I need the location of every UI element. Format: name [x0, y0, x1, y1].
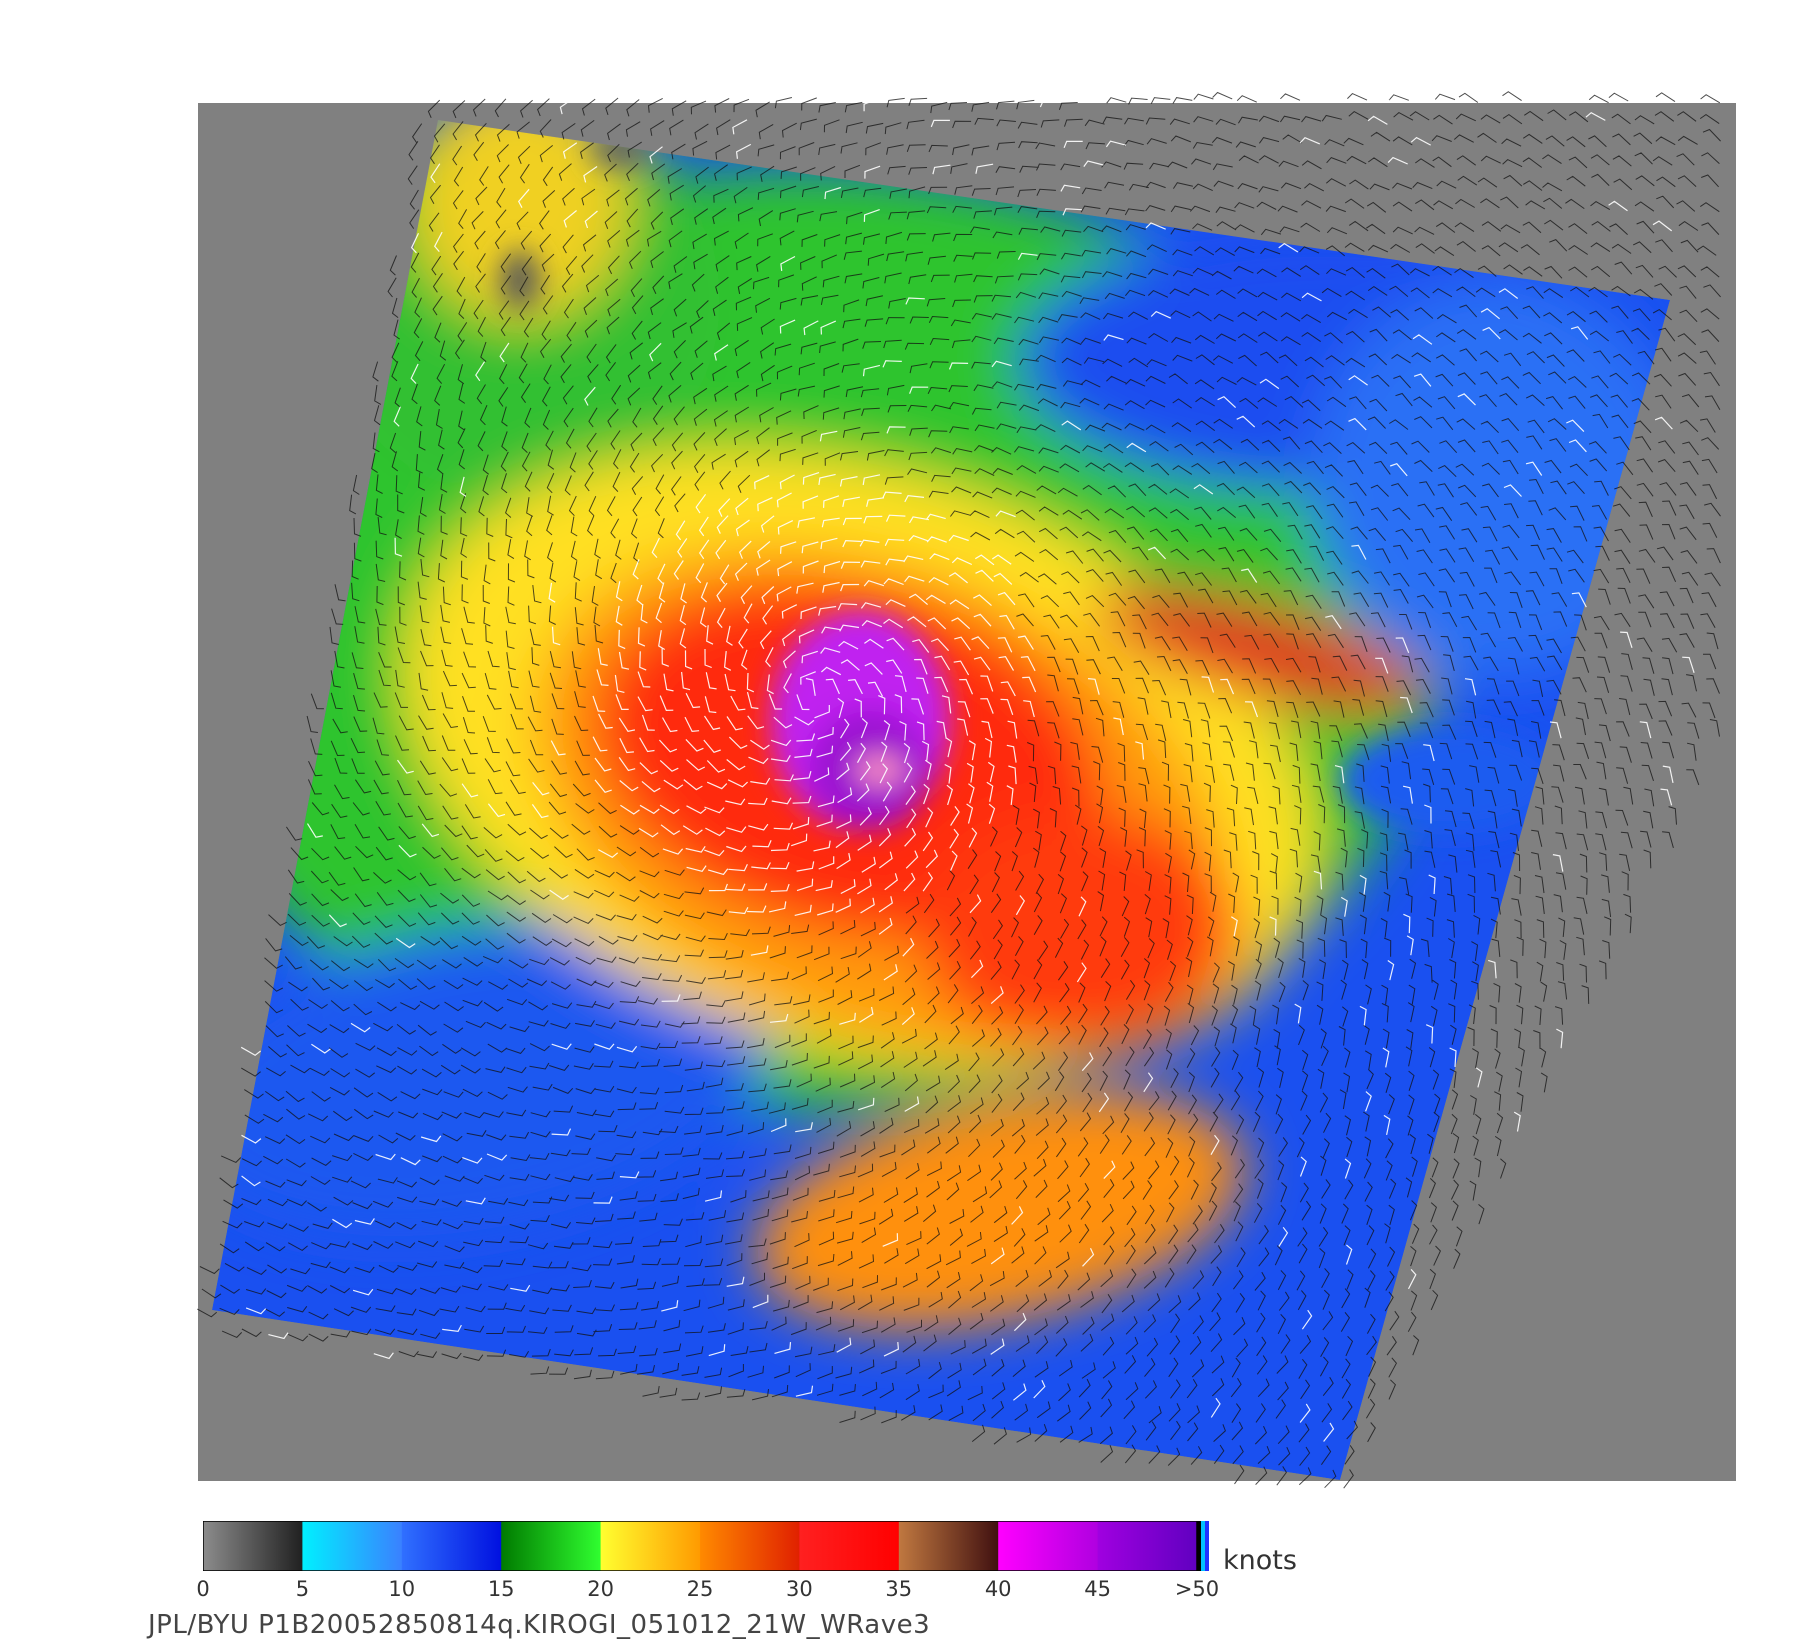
colorbar-segment: [898, 1521, 999, 1571]
colorbar-tick-label: 10: [388, 1577, 416, 1601]
colorbar-units-label: knots: [1223, 1545, 1297, 1576]
colorbar-segment: [700, 1521, 800, 1571]
colorbar-segment: [302, 1521, 403, 1571]
wind-barbs: [197, 90, 1721, 1489]
colorbar-tick-label: 40: [984, 1577, 1012, 1601]
colorbar-tick-label: 15: [487, 1577, 515, 1601]
wind-barbs-light: [240, 90, 1695, 1442]
colorbar-segment: [401, 1521, 502, 1571]
colorbar-segment: [600, 1521, 701, 1571]
wind-speed-colorbar: [203, 1521, 1209, 1571]
colorbar-segment: [998, 1521, 1099, 1571]
source-caption: JPL/BYU P1B20052850814q.KIROGI_051012_21…: [148, 1610, 931, 1640]
scatterometer-swath: [212, 120, 1670, 1480]
colorbar-tick-label: 35: [885, 1577, 913, 1601]
colorbar-segment: [1097, 1521, 1198, 1571]
colorbar-tick-label: 45: [1084, 1577, 1111, 1601]
colorbar-tick-label: 5: [295, 1577, 310, 1601]
colorbar-tick-label: 25: [686, 1577, 714, 1601]
wind-barbs-dark: [197, 91, 1721, 1489]
colorbar-tick-label: 0: [196, 1577, 210, 1601]
colorbar-segment: [501, 1521, 602, 1571]
colorbar-segment: [799, 1521, 900, 1571]
colorbar-tick-label: 20: [587, 1577, 614, 1601]
colorbar-tick-label: >50: [1174, 1577, 1220, 1601]
colorbar-segment: [203, 1521, 303, 1571]
colorbar-tick-label: 30: [786, 1577, 813, 1601]
